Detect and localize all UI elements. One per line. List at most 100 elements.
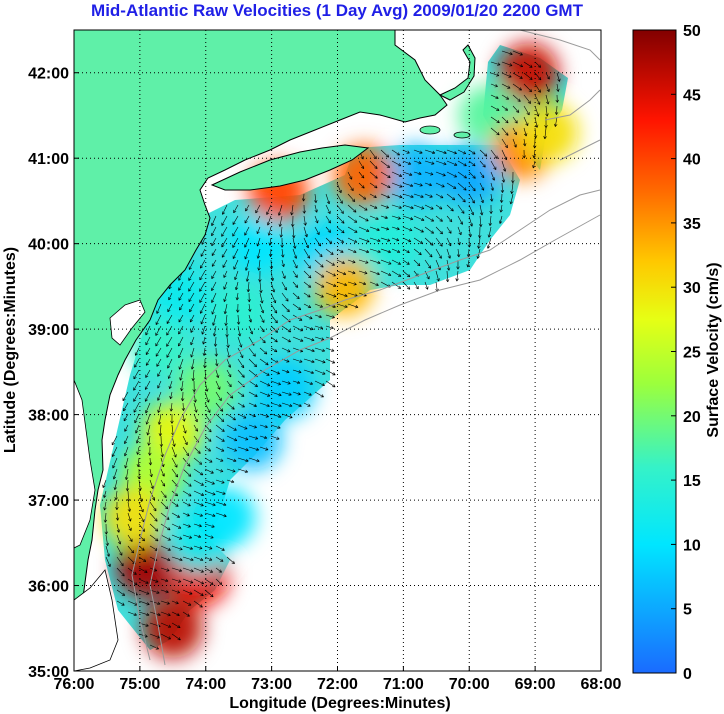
- velocity-vector: [270, 314, 278, 324]
- velocity-vector: [123, 435, 129, 445]
- velocity-vector: [189, 303, 195, 313]
- velocity-vector: [479, 182, 485, 191]
- velocity-vector: [123, 446, 129, 457]
- x-axis-label: Longitude (Degrees:Minutes): [229, 695, 450, 712]
- velocity-vector: [325, 193, 331, 205]
- velocity-vector: [270, 391, 282, 397]
- velocity-vector: [182, 501, 191, 507]
- colorbar-tick-label: 35: [683, 216, 701, 233]
- velocity-vector: [391, 215, 401, 220]
- velocity-vector: [533, 127, 538, 139]
- velocity-vector: [232, 226, 239, 237]
- velocity-vector: [145, 358, 151, 366]
- velocity-vector: [290, 204, 294, 216]
- velocity-vector: [215, 501, 227, 507]
- velocity-vector: [182, 490, 192, 497]
- velocity-vector: [149, 512, 158, 522]
- velocity-vector: [113, 479, 118, 491]
- velocity-vector: [171, 578, 182, 583]
- y-axis-label: Latitude (Degrees:Minutes): [2, 247, 19, 453]
- velocity-vector: [413, 204, 425, 210]
- velocity-vector: [127, 545, 135, 554]
- velocity-vector: [490, 72, 500, 77]
- velocity-vector: [189, 314, 195, 323]
- velocity-vector: [171, 534, 183, 540]
- velocity-vector: [204, 435, 212, 442]
- velocity-vector: [501, 105, 509, 111]
- velocity-vector: [501, 171, 506, 183]
- velocity-vector: [512, 105, 520, 113]
- velocity-vector: [303, 248, 310, 259]
- velocity-vector: [215, 402, 224, 412]
- velocity-vector: [501, 50, 513, 56]
- velocity-vector: [468, 171, 476, 179]
- velocity-vector: [199, 270, 206, 281]
- velocity-vector: [136, 457, 141, 468]
- velocity-vector: [259, 347, 268, 355]
- velocity-vector: [223, 303, 228, 315]
- velocity-vector: [178, 281, 184, 291]
- velocity-vector: [446, 182, 457, 189]
- velocity-vector: [256, 226, 261, 235]
- velocity-vector: [215, 424, 225, 432]
- velocity-vector: [358, 248, 370, 254]
- velocity-vector: [468, 182, 476, 192]
- velocity-vector: [103, 512, 108, 523]
- velocity-vector: [325, 292, 337, 298]
- velocity-vector: [512, 61, 524, 68]
- velocity-vector: [402, 171, 413, 176]
- velocity-vector: [347, 248, 357, 254]
- velocity-vector: [167, 303, 173, 313]
- velocity-vector: [380, 270, 392, 277]
- velocity-vector: [199, 303, 206, 314]
- colorbar-axis: 0 5 10 15 20 25 30 35 40 45 50: [671, 23, 701, 683]
- velocity-vector: [380, 204, 390, 209]
- velocity-vector: [402, 149, 410, 154]
- velocity-vector: [303, 259, 311, 269]
- velocity-vector: [347, 182, 354, 192]
- velocity-vector: [369, 204, 378, 209]
- velocity-vector: [325, 248, 334, 255]
- velocity-vector: [325, 215, 331, 224]
- velocity-vector: [157, 380, 162, 389]
- velocity-vector: [281, 281, 287, 291]
- velocity-vector: [292, 402, 302, 408]
- velocity-vector: [182, 446, 190, 457]
- land-islands-2: [453, 131, 471, 139]
- velocity-vector: [237, 347, 244, 359]
- velocity-vector: [380, 226, 390, 231]
- velocity-vector: [115, 501, 119, 510]
- velocity-vector: [523, 83, 532, 93]
- velocity-vector: [138, 600, 150, 606]
- velocity-vector: [532, 149, 536, 159]
- velocity-vector: [325, 325, 334, 330]
- velocity-vector: [413, 171, 422, 176]
- velocity-vector: [380, 160, 391, 168]
- velocity-region-17: [142, 598, 203, 659]
- velocity-vector: [193, 534, 202, 539]
- velocity-vector: [193, 490, 205, 496]
- velocity-vector: [149, 468, 153, 478]
- velocity-vector: [347, 215, 358, 223]
- land-cape-cod: [438, 44, 476, 101]
- velocity-vector: [127, 523, 132, 531]
- velocity-vector: [468, 215, 474, 227]
- velocity-vector: [200, 248, 206, 257]
- velocity-vector: [221, 226, 228, 237]
- y-tick-label: 41:00: [28, 151, 69, 168]
- velocity-vector: [523, 94, 531, 104]
- velocity-vector: [245, 270, 250, 282]
- velocity-vector: [256, 248, 261, 259]
- velocity-vector: [278, 215, 283, 227]
- velocity-vector: [157, 402, 162, 413]
- velocity-vector: [193, 413, 198, 423]
- velocity-vector: [380, 215, 388, 220]
- velocity-vector: [244, 226, 250, 236]
- velocity-vector: [124, 424, 129, 432]
- velocity-vector: [489, 204, 493, 214]
- velocity-vector: [211, 237, 217, 247]
- velocity-vector: [489, 193, 494, 202]
- velocity-vector: [193, 512, 203, 517]
- velocity-vector: [145, 347, 151, 356]
- velocity-vector: [534, 61, 542, 68]
